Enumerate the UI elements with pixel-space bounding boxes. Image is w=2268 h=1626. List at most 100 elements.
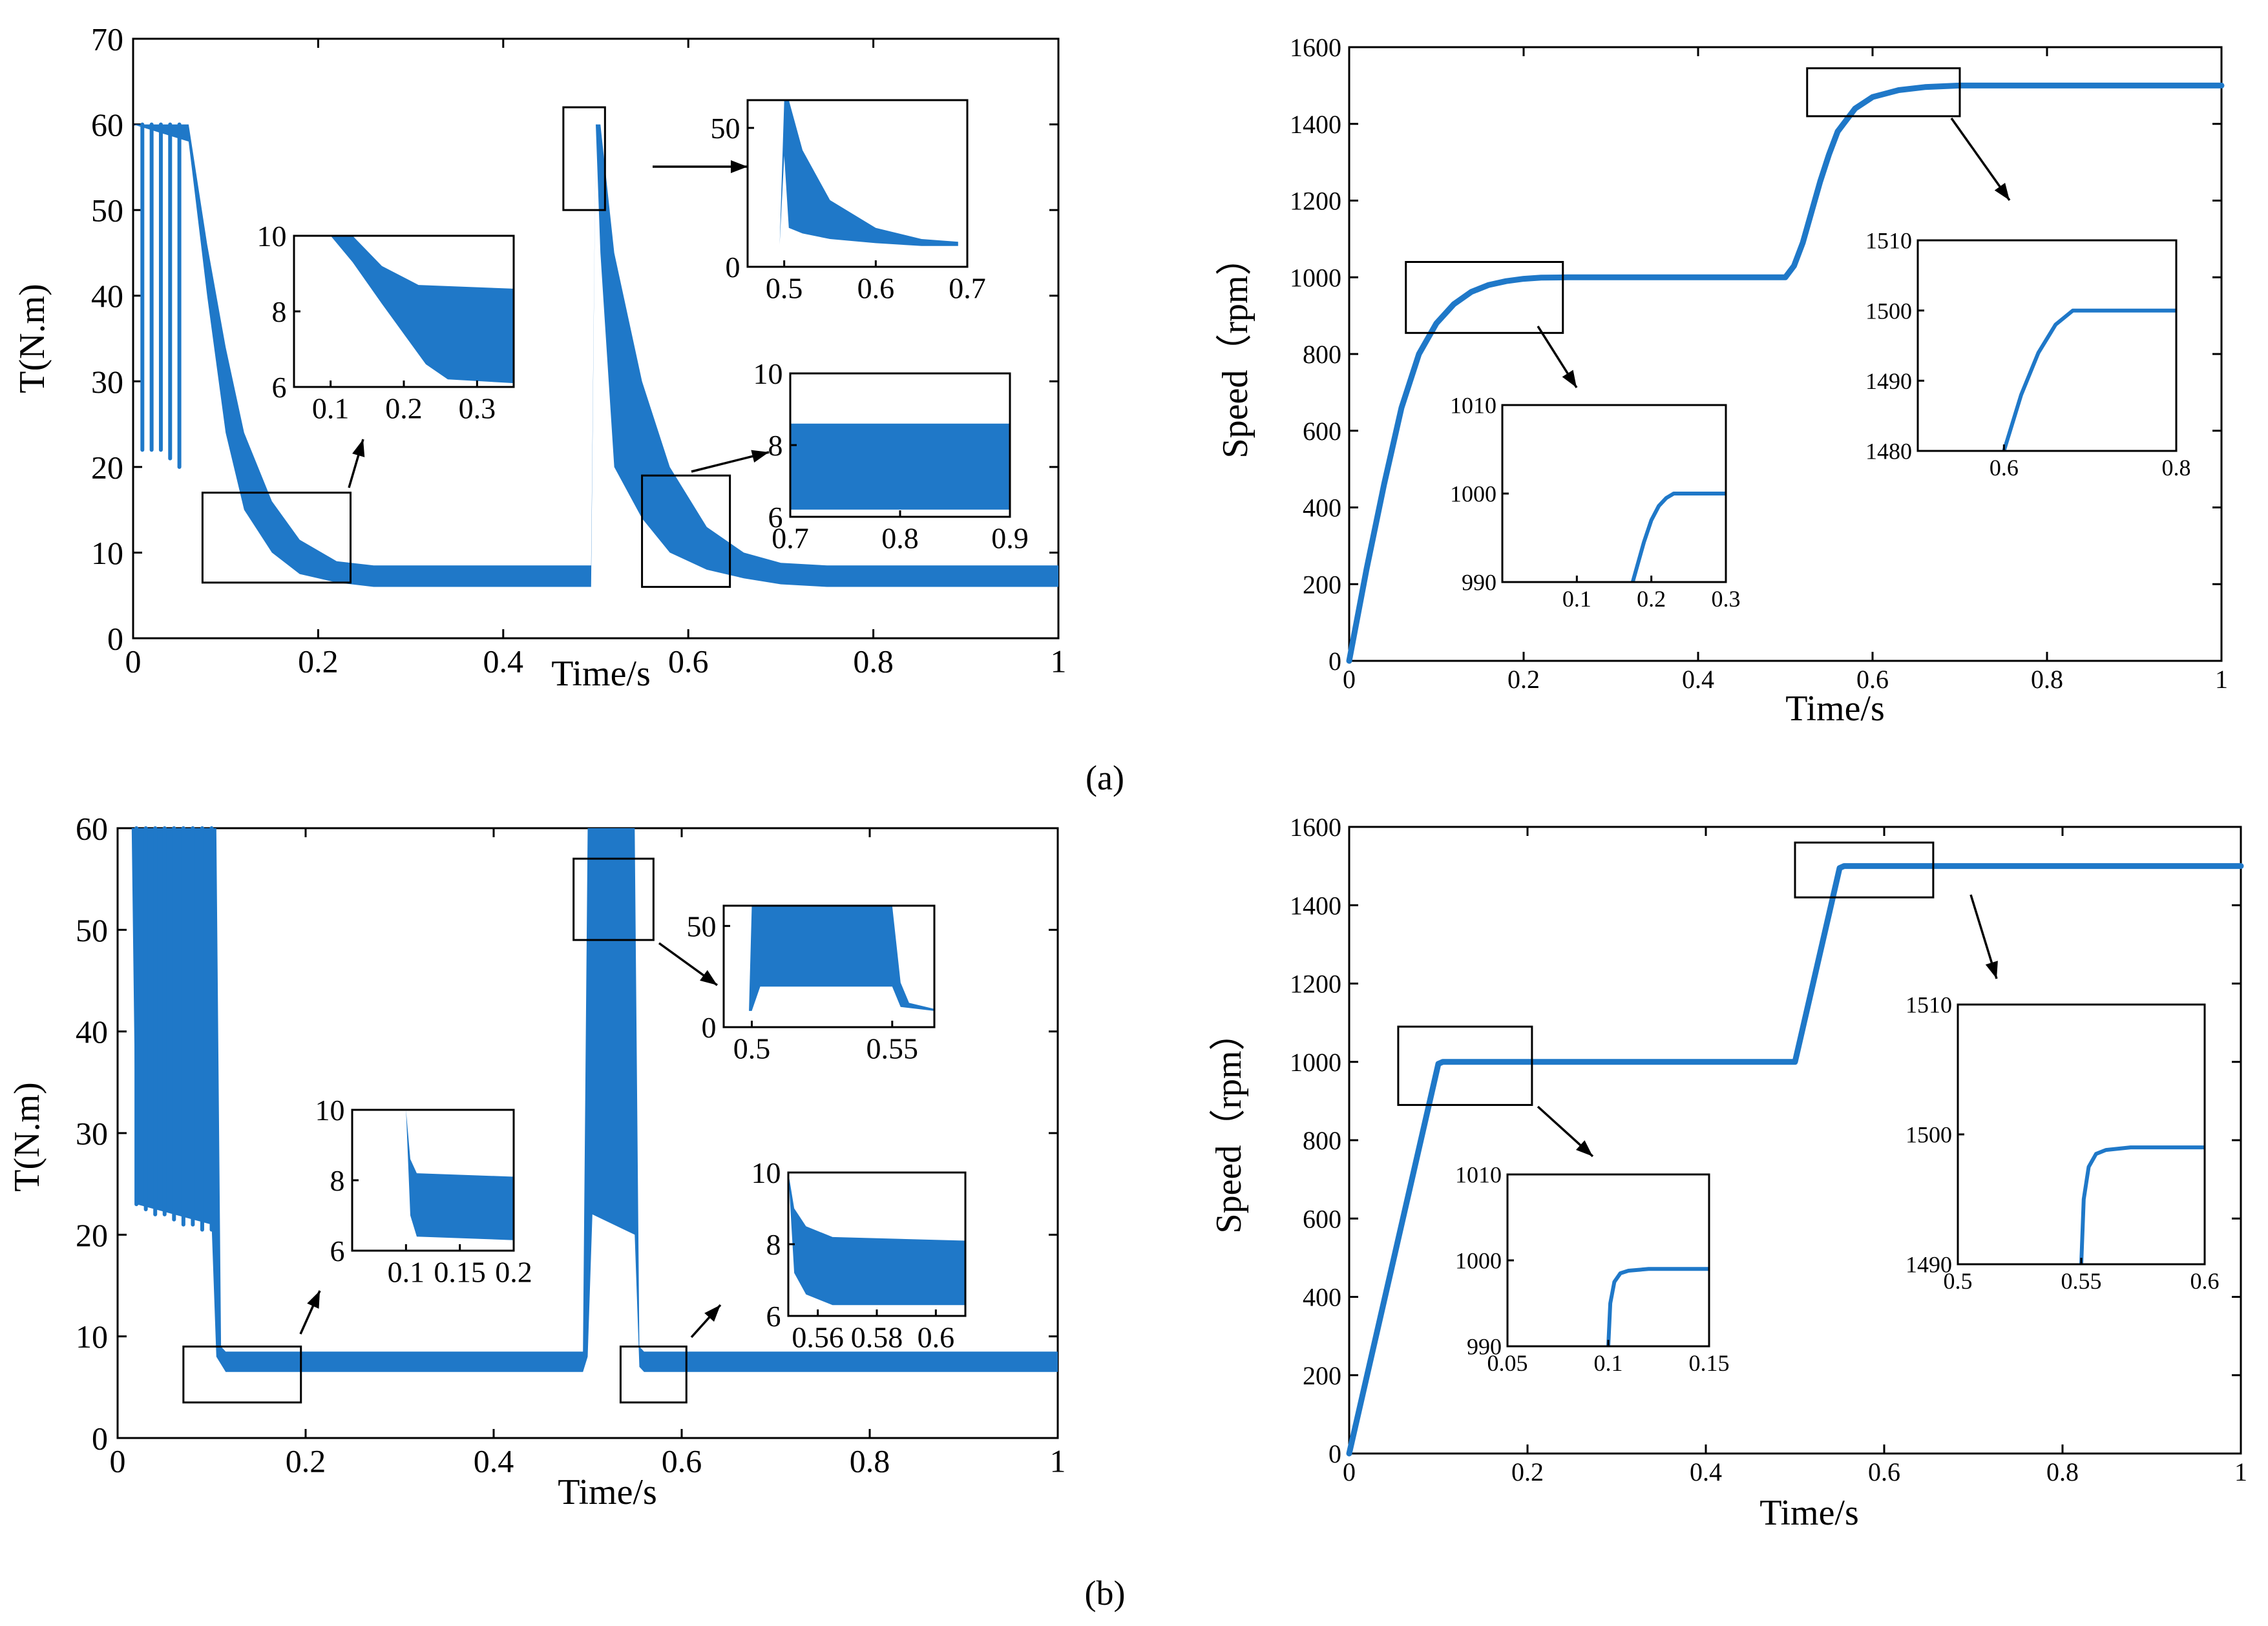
x-tick-label: 0.4 xyxy=(483,643,524,680)
y-tick-label: 30 xyxy=(76,1116,108,1152)
zoom-box xyxy=(1806,67,1961,118)
inset-x-tick-label: 0.8 xyxy=(2162,455,2191,481)
torque-series-band xyxy=(118,828,1058,1372)
x-tick-label: 0.6 xyxy=(662,1443,702,1479)
inset-y-tick-label: 1010 xyxy=(1455,1162,1502,1188)
y-tick-label: 1000 xyxy=(1290,263,1341,292)
x-tick-label: 0.2 xyxy=(286,1443,326,1479)
y-tick-label: 800 xyxy=(1303,340,1341,369)
inset-y-tick-label: 1500 xyxy=(1865,298,1912,324)
y-tick-label: 70 xyxy=(91,21,123,57)
inset-torque-start: 0.1 0.2 0.3 6 8 10 xyxy=(201,220,515,584)
inset-x-tick-label: 0.1 xyxy=(1562,586,1591,612)
inset-data xyxy=(406,1110,514,1240)
inset-x-tick-label: 0.2 xyxy=(385,391,423,424)
y-tick-label: 10 xyxy=(76,1319,108,1355)
inset-x-tick-label: 0.6 xyxy=(918,1320,955,1353)
inset-x-tick-label: 0.7 xyxy=(949,271,986,304)
inset-x-tick-label: 0.15 xyxy=(434,1255,486,1288)
inset-x-tick-label: 0.3 xyxy=(459,391,496,424)
y-tick-label: 30 xyxy=(91,364,123,400)
y-tick-label: 200 xyxy=(1303,570,1341,599)
inset-data xyxy=(1630,492,1726,582)
plot-area xyxy=(132,37,1060,640)
x-tick-label: 0.6 xyxy=(1856,665,1889,694)
x-tick-label: 0.4 xyxy=(474,1443,514,1479)
y-axis-title: Speed（rpm） xyxy=(1215,239,1255,458)
x-tick-label: 0.6 xyxy=(1868,1457,1900,1486)
zoom-arrow-head xyxy=(1994,183,2010,200)
x-axis-title: Time/s xyxy=(558,1472,657,1512)
y-tick-label: 1600 xyxy=(1290,33,1341,62)
inset-y-tick-label: 1510 xyxy=(1906,992,1952,1018)
inset-x-tick-label: 0.2 xyxy=(495,1255,532,1288)
inset-torque-steady: 0.7 0.8 0.9 6 8 10 xyxy=(641,357,1029,588)
inset-speed-line xyxy=(1630,492,1726,582)
inset-x-tick-label: 0.55 xyxy=(2061,1268,2102,1294)
x-tick-label: 1 xyxy=(1050,1443,1066,1479)
inset-y-tick-label: 0 xyxy=(702,1011,717,1044)
zoom-box xyxy=(641,474,731,588)
y-axis-title: Speed（rpm） xyxy=(1209,1014,1249,1233)
zoom-box xyxy=(182,1345,302,1404)
y-tick-label: 20 xyxy=(91,449,123,485)
y-axis-title: T(N.m) xyxy=(7,1082,47,1192)
x-tick-label: 1 xyxy=(2234,1457,2247,1486)
speed-series-line xyxy=(1346,863,2244,1457)
x-tick-label: 0.8 xyxy=(2031,665,2063,694)
inset-x-tick-label: 0.05 xyxy=(1487,1350,1528,1376)
inset-torque-start: 0.1 0.15 0.2 6 8 10 xyxy=(182,1094,532,1404)
chart-b-torque: 0 0.2 0.4 0.6 0.8 10102030405060Time/sT(N.m)0… xyxy=(7,811,1066,1513)
inset-speed-line xyxy=(2002,308,2176,451)
y-tick-label: 600 xyxy=(1303,417,1341,446)
inset-y-tick-label: 1000 xyxy=(1450,481,1496,507)
inset-speed-line xyxy=(1606,1267,1709,1346)
inset-x-tick-label: 0.5 xyxy=(766,271,803,304)
inset-data xyxy=(1606,1267,1709,1346)
y-tick-label: 0 xyxy=(1328,647,1341,676)
inset-border xyxy=(746,99,969,268)
inset-y-tick-label: 1000 xyxy=(1455,1248,1502,1274)
panel-label-a: (a) xyxy=(1086,758,1124,797)
inset-border xyxy=(1916,239,2178,452)
y-tick-label: 200 xyxy=(1303,1361,1341,1390)
inset-y-tick-label: 8 xyxy=(766,1228,781,1261)
inset-torque-band xyxy=(790,423,1010,510)
inset-y-tick-label: 6 xyxy=(768,501,783,534)
y-tick-label: 50 xyxy=(91,193,123,229)
chart-b-speed: 0 0.2 0.4 0.6 0.8 1 0 200 400 600 800 1000 1200 1400 1… xyxy=(1209,813,2247,1533)
inset-x-tick-label: 0.7 xyxy=(772,521,809,554)
zoom-arrow-head xyxy=(352,439,365,457)
x-axis-title: Time/s xyxy=(1785,689,1885,729)
inset-x-tick-label: 0.56 xyxy=(792,1320,844,1353)
inset-x-tick-label: 0.2 xyxy=(1637,586,1666,612)
y-tick-label: 10 xyxy=(91,535,123,571)
inset-x-tick-label: 0.6 xyxy=(1990,455,2019,481)
zoom-arrow-head xyxy=(1562,370,1577,388)
inset-torque-step: 0.5 0.6 0.7 0 50 xyxy=(562,99,986,304)
y-tick-label: 20 xyxy=(76,1217,108,1253)
x-tick-label: 0.8 xyxy=(850,1443,890,1479)
x-tick-label: 0.8 xyxy=(853,643,894,680)
y-tick-label: 400 xyxy=(1303,1283,1341,1312)
y-tick-label: 1400 xyxy=(1290,891,1341,920)
inset-speed-line xyxy=(2079,1145,2205,1264)
inset-data xyxy=(2079,1145,2205,1264)
y-tick-label: 600 xyxy=(1303,1204,1341,1233)
chart-a-torque: 0 0.2 0.4 0.6 0.8 1010203040506070Time/sT(N.m… xyxy=(12,21,1067,694)
inset-x-tick-label: 0.58 xyxy=(851,1320,903,1353)
x-tick-label: 0.8 xyxy=(2046,1457,2079,1486)
x-axis-title: Time/s xyxy=(551,654,651,694)
inset-x-tick-label: 0.8 xyxy=(881,521,919,554)
inset-x-tick-label: 0.5 xyxy=(733,1032,771,1065)
zoom-arrow-head xyxy=(1576,1140,1593,1156)
zoom-box xyxy=(1405,261,1564,334)
y-tick-label: 0 xyxy=(1328,1439,1341,1468)
y-tick-label: 1000 xyxy=(1290,1048,1341,1077)
inset-speed-1500: 0.5 0.55 0.6 1490 1500 1510 xyxy=(1794,841,2220,1294)
zoom-arrow-head xyxy=(731,160,748,173)
x-tick-label: 0.6 xyxy=(668,643,709,680)
inset-x-tick-label: 0.6 xyxy=(857,271,895,304)
zoom-box xyxy=(562,106,606,211)
